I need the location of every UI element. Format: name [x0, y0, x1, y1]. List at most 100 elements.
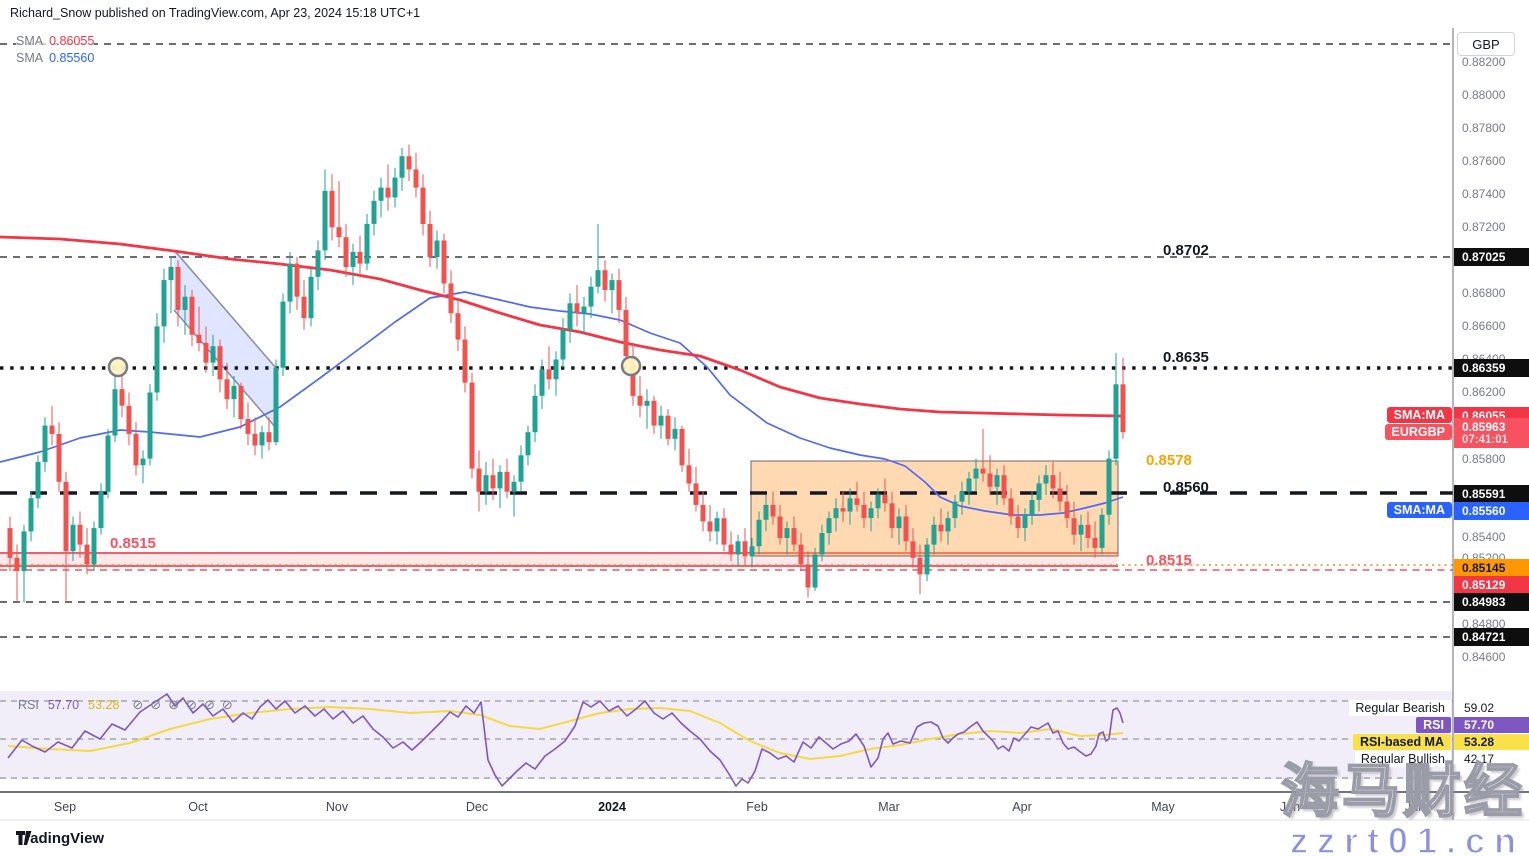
candle-body	[1106, 458, 1112, 515]
candle-body	[469, 382, 475, 469]
candle-body	[56, 433, 62, 482]
candle-body	[714, 518, 720, 532]
rsi-series-label: Regular Bearish	[1349, 700, 1451, 716]
time-tick: Mar	[878, 800, 900, 814]
price-tick: 0.87600	[1462, 154, 1506, 168]
candle-body	[371, 200, 377, 224]
candle-body	[756, 519, 762, 547]
candle-body	[749, 546, 755, 557]
price-axis-badge: 0.86359	[1454, 359, 1529, 377]
candle-body	[1057, 488, 1063, 502]
candle-body	[742, 541, 748, 557]
candle-body	[651, 400, 657, 426]
candle-body	[434, 240, 440, 257]
candle-body	[602, 270, 608, 290]
candle-body	[588, 286, 594, 307]
rsi-value: 57.70	[47, 698, 80, 712]
currency-button-gbp[interactable]: GBP	[1457, 32, 1515, 56]
bear-flag-fill	[174, 250, 276, 428]
rsi-ma-value: 53.28	[88, 698, 120, 712]
candle-body	[679, 428, 685, 466]
candle-body	[91, 528, 97, 565]
time-tick: May	[1151, 800, 1175, 814]
candle-body	[861, 504, 867, 519]
price-axis-badge: 0.87025	[1454, 248, 1529, 266]
price-axis-badge: 0.85129	[1454, 576, 1529, 594]
rsi-toggle-icons: ⊘⊘⊘⊘⊘⊘	[132, 697, 240, 712]
candle-body	[420, 187, 426, 224]
candle-body	[931, 524, 937, 545]
candle-body	[560, 329, 566, 360]
candle-body	[28, 498, 34, 532]
candle-body	[798, 544, 804, 565]
time-tick: Feb	[746, 800, 768, 814]
candle-body	[693, 483, 699, 505]
candle-body	[875, 495, 881, 509]
rsi-series-label: Regular Bullish	[1354, 751, 1451, 767]
candle-body	[777, 516, 783, 538]
candle-body	[112, 389, 118, 436]
rsi-axis-value: 42.17	[1464, 752, 1495, 766]
bear-flag-upper-line	[173, 249, 277, 369]
candle-body	[1113, 384, 1119, 459]
candle-body	[35, 462, 41, 499]
candle-body	[147, 392, 153, 459]
candle-body	[1001, 475, 1007, 499]
price-tick: 0.88000	[1462, 88, 1506, 102]
sma-blue-value: 0.85560	[49, 51, 95, 65]
candle-body	[252, 433, 258, 446]
rsi-pane-background	[0, 691, 1453, 779]
candle-body	[644, 400, 650, 406]
candle-body	[42, 425, 48, 462]
candle-body	[686, 465, 692, 484]
candle-body	[168, 266, 174, 281]
time-tick: Dec	[465, 800, 489, 814]
candle-body	[1085, 524, 1091, 538]
candle-body	[868, 508, 874, 519]
candle-body	[357, 252, 363, 264]
candle-body	[721, 518, 727, 545]
candle-body	[217, 346, 223, 380]
tradingview-logo-icon	[16, 831, 32, 845]
candle-body	[287, 263, 293, 302]
candle-body	[182, 296, 188, 310]
candle-body	[791, 528, 797, 545]
level-price-label: 0.8560	[1163, 479, 1209, 496]
sma-legend: SMA 0.86055 SMA 0.85560	[16, 33, 95, 67]
candle-body	[1071, 518, 1077, 535]
watermark: 海马财经 zzrt01.cn	[1280, 762, 1525, 857]
candle-body	[1099, 514, 1105, 548]
candlestick-series[interactable]	[7, 144, 1126, 603]
time-axis[interactable]: Sep Oct Nov Dec 2024 Feb Mar Apr May Jun Jul	[0, 796, 1453, 820]
footer[interactable]: TradingView	[16, 830, 104, 847]
candle-body	[567, 303, 573, 330]
candle-body	[623, 309, 629, 357]
candle-body	[1120, 384, 1126, 433]
candle-body	[609, 280, 615, 290]
candle-body	[763, 504, 769, 520]
candle-body	[581, 306, 587, 314]
candle-body	[896, 516, 902, 529]
rsi-series-label: RSI	[1416, 717, 1451, 733]
rsi-line	[7, 693, 1124, 787]
candle-body	[161, 280, 167, 327]
price-axis-badge: 0.84721	[1454, 628, 1529, 646]
candle-body	[735, 541, 741, 555]
price-axis[interactable]: 0.88200 0.88000 0.87800 0.87600 0.87400 0.872…	[1454, 0, 1529, 820]
candle-body	[385, 187, 391, 198]
candle-body	[315, 250, 321, 277]
candle-body	[1064, 501, 1070, 519]
rsi-ma-line	[7, 706, 1124, 760]
sma-blue-label: SMA	[16, 51, 44, 65]
candle-body	[329, 190, 335, 228]
candle-body	[266, 432, 272, 443]
candle-body	[77, 524, 83, 545]
candle-body	[294, 263, 300, 297]
candle-body	[336, 227, 342, 238]
candle-body	[196, 334, 202, 343]
candle-body	[938, 524, 944, 532]
rsi-axis-value: 59.02	[1464, 701, 1495, 715]
candle-body	[308, 276, 314, 319]
candle-body	[553, 359, 559, 380]
